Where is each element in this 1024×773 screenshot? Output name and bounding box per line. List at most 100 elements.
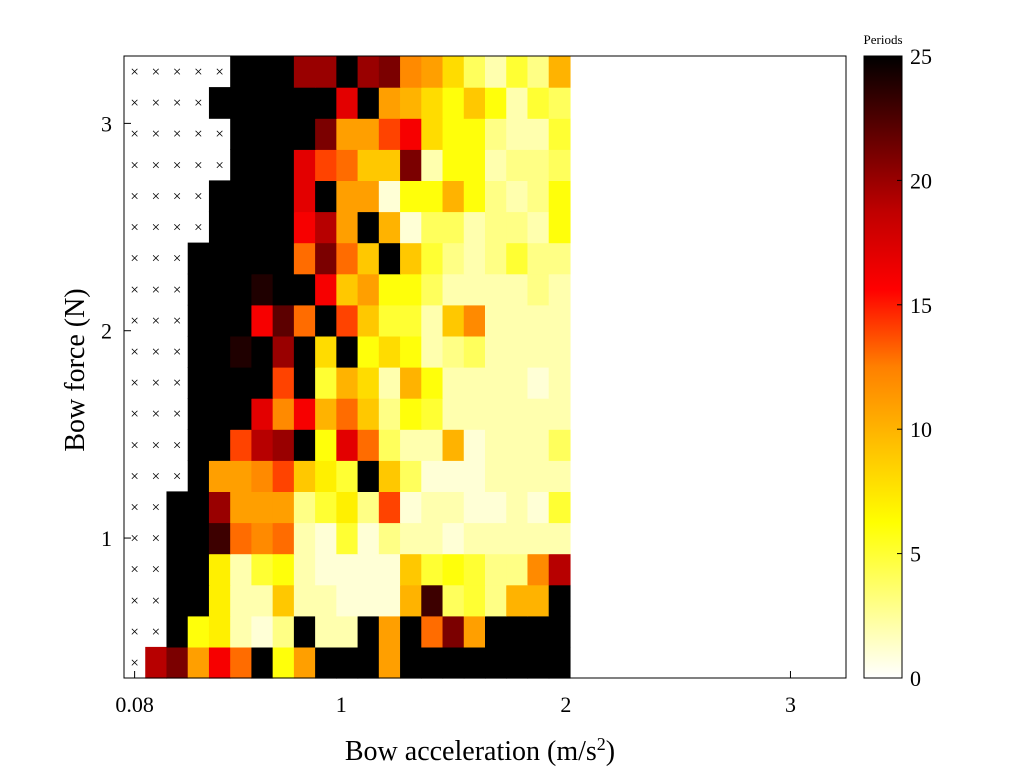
heatmap-cell [442,242,465,275]
missing-marker: × [152,407,160,423]
missing-marker: × [173,376,181,392]
heatmap-cell [315,615,337,648]
heatmap-cell [442,553,465,586]
heatmap-cell [548,149,571,181]
heatmap-cell [378,335,401,368]
missing-marker: × [152,96,160,112]
missing-marker: × [130,376,138,392]
heatmap-cell [251,56,274,88]
heatmap-cell [485,273,507,306]
heatmap-cell [336,149,359,181]
heatmap-cell [208,398,231,430]
heatmap-cell [421,304,444,337]
heatmap-cell [485,491,507,524]
heatmap-cell [251,615,274,648]
heatmap-cell [187,646,210,679]
heatmap-cells [145,56,571,679]
heatmap-cell [272,367,295,399]
heatmap-cell [293,491,316,524]
heatmap-cell [187,429,210,461]
heatmap-cell [485,398,507,430]
heatmap-cell [378,242,401,275]
heatmap-cell [272,242,295,275]
heatmap-cell [548,304,571,337]
colorbar-tick-label: 15 [910,293,932,318]
missing-marker: × [173,65,181,81]
heatmap-cell [230,211,253,244]
heatmap-cell [251,646,274,679]
heatmap-cell [421,553,444,586]
heatmap-cell [251,429,274,461]
heatmap-cell [400,273,422,306]
colorbar-tick-label: 10 [910,417,932,442]
heatmap-cell [421,211,444,244]
heatmap-cell [442,335,465,368]
heatmap-cell [336,304,359,337]
missing-marker: × [130,438,138,454]
heatmap-cell [400,553,422,586]
heatmap-cell [208,522,231,555]
heatmap-cell [208,242,231,275]
heatmap-cell [400,56,422,88]
heatmap-cell [251,398,274,430]
heatmap-cell [442,211,465,244]
heatmap-cell [208,460,231,492]
heatmap-cell [230,118,253,150]
heatmap-cell [166,646,189,679]
heatmap-cell [357,522,380,555]
heatmap-cell [400,522,422,555]
heatmap-cell [293,522,316,555]
heatmap-cell [293,56,316,88]
heatmap-cell [187,273,210,306]
heatmap-cell [378,87,401,119]
heatmap-cell [315,304,337,337]
heatmap-cell [187,304,210,337]
heatmap-cell [251,522,274,555]
heatmap-cell [272,491,295,524]
heatmap-cell [251,460,274,492]
heatmap-cell [230,460,253,492]
heatmap-cell [442,398,465,430]
heatmap-cell [527,180,550,213]
heatmap-cell [506,149,529,181]
heatmap-cell [442,584,465,617]
heatmap-cell [378,553,401,586]
heatmap-cell [272,149,295,181]
missing-marker: × [130,313,138,329]
heatmap-cell [527,242,550,275]
heatmap-cell [506,242,529,275]
missing-marker: × [173,127,181,143]
heatmap-cell [166,553,189,586]
heatmap-cell [230,56,253,88]
heatmap-cell [378,429,401,461]
heatmap-cell [378,367,401,399]
heatmap-cell [357,149,380,181]
heatmap-cell [463,584,486,617]
heatmap-cell [230,335,253,368]
heatmap-cell [527,522,550,555]
heatmap-cell [272,584,295,617]
heatmap-cell [272,180,295,213]
heatmap-cell [527,584,550,617]
heatmap-cell [208,429,231,461]
missing-marker: × [152,189,160,205]
heatmap-cell [336,118,359,150]
heatmap-cell [230,398,253,430]
heatmap-cell [315,646,337,679]
heatmap-cell [421,87,444,119]
heatmap-cell [208,367,231,399]
heatmap-cell [251,367,274,399]
heatmap-cell [442,149,465,181]
heatmap-cell [315,242,337,275]
heatmap-cell [293,335,316,368]
heatmap-cell [421,273,444,306]
heatmap-cell [315,56,337,88]
missing-marker: × [152,344,160,360]
heatmap-cell [485,56,507,88]
heatmap-cell [293,460,316,492]
heatmap-cell [315,87,337,119]
heatmap-cell [442,118,465,150]
heatmap-cell [463,429,486,461]
heatmap-cell [400,429,422,461]
